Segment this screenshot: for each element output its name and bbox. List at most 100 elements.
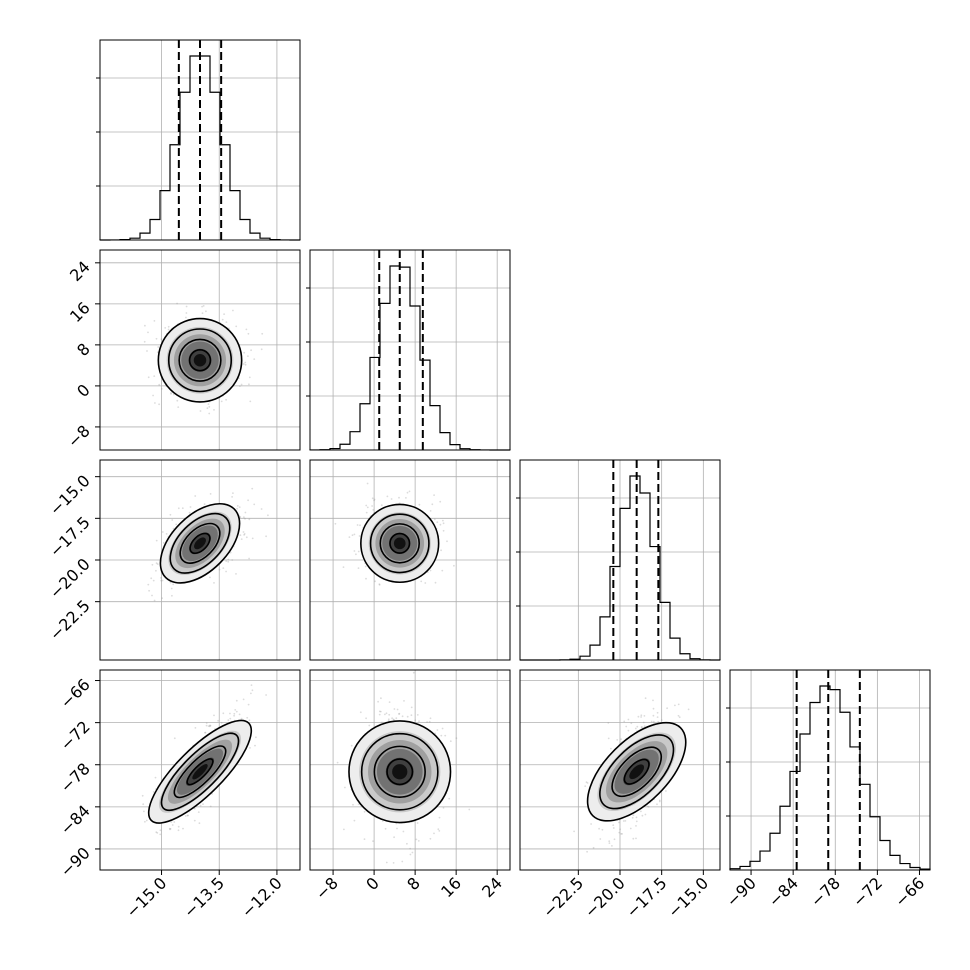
sample-point <box>620 738 622 741</box>
sample-point <box>244 511 247 514</box>
sample-point <box>640 716 642 718</box>
sample-point <box>156 832 159 834</box>
sample-point <box>153 375 156 377</box>
sample-point <box>396 827 398 830</box>
y-tick-label: −72 <box>57 717 94 754</box>
sample-point <box>424 582 427 584</box>
sample-point <box>640 810 642 813</box>
sample-point <box>171 594 173 597</box>
y-tick-label: −20.0 <box>46 554 94 602</box>
sample-point <box>171 824 174 826</box>
sample-point <box>250 684 253 686</box>
sample-point <box>613 838 616 841</box>
sample-point <box>184 815 187 817</box>
contour-level-4 <box>157 317 243 403</box>
sample-point <box>388 701 391 703</box>
sample-point <box>434 581 437 584</box>
panel-frame <box>309 249 511 451</box>
x-tick-label: −84 <box>765 873 802 910</box>
sample-point <box>229 717 232 720</box>
sample-point <box>612 827 615 829</box>
sample-point <box>585 781 588 784</box>
sample-point <box>161 579 164 582</box>
sample-point <box>161 597 164 600</box>
sample-point <box>152 791 155 793</box>
sample-point <box>245 328 248 331</box>
panel-content <box>310 670 510 870</box>
sample-point <box>618 831 621 834</box>
sample-point <box>145 819 148 822</box>
contour-level-3 <box>167 328 233 393</box>
sample-point <box>433 494 435 496</box>
sample-point <box>630 722 633 725</box>
sample-point <box>592 846 595 849</box>
contour-level-1 <box>189 532 211 555</box>
sample-point <box>378 713 381 716</box>
contour-level-3 <box>160 732 240 812</box>
sample-point <box>244 361 247 364</box>
x-axis-2: −8 0 8 16 24 <box>312 870 506 904</box>
sample-point <box>373 498 376 501</box>
sample-point <box>201 312 204 315</box>
sample-point <box>586 850 588 853</box>
sample-point <box>420 580 423 583</box>
panel-content <box>100 670 300 870</box>
sample-point <box>352 803 354 806</box>
sample-point <box>222 567 225 569</box>
density-band <box>392 764 408 780</box>
sample-point <box>236 507 239 510</box>
sample-point <box>213 409 215 411</box>
sample-point <box>170 392 172 395</box>
sample-point <box>353 819 356 822</box>
sample-point <box>414 719 417 722</box>
sample-point <box>185 312 188 314</box>
sample-point <box>213 714 215 717</box>
sample-point <box>641 814 644 817</box>
sample-point <box>244 363 247 366</box>
sample-point <box>441 569 444 572</box>
sample-point <box>144 324 146 327</box>
sample-point <box>177 406 180 408</box>
sample-point <box>365 717 367 720</box>
panel-frame <box>99 39 301 241</box>
sample-point <box>439 500 442 503</box>
sample-point <box>233 714 236 717</box>
sample-point <box>343 828 345 831</box>
sample-point <box>608 840 611 843</box>
panel-frame <box>99 249 301 451</box>
sample-point <box>247 703 250 706</box>
sample-point <box>185 316 187 319</box>
y-tick-label: −84 <box>57 801 94 838</box>
panel-frame <box>309 669 511 871</box>
sample-point <box>428 720 431 723</box>
sample-point <box>590 823 592 825</box>
sample-point <box>391 717 393 720</box>
sample-point <box>246 716 249 719</box>
sample-point <box>248 376 251 379</box>
sample-point <box>342 566 345 568</box>
sample-point <box>426 721 428 723</box>
sample-point <box>601 828 604 831</box>
sample-point <box>643 715 646 717</box>
sample-point <box>221 318 224 321</box>
sample-point <box>350 744 353 747</box>
sample-point <box>401 715 404 718</box>
sample-point <box>656 716 659 718</box>
sample-point <box>610 747 612 750</box>
sample-point <box>378 710 381 713</box>
sample-point <box>167 325 170 328</box>
sample-point <box>436 729 439 731</box>
sample-point <box>584 785 587 787</box>
sample-point <box>244 517 246 520</box>
sample-point <box>240 717 243 720</box>
sample-point <box>373 499 375 502</box>
sample-point <box>251 537 254 540</box>
sample-point <box>168 827 171 830</box>
contour-level-4 <box>360 503 440 584</box>
contour-level-1 <box>186 758 214 786</box>
sample-point <box>417 840 420 842</box>
sample-point <box>612 824 615 827</box>
sample-point <box>147 376 150 379</box>
contour-level-2 <box>379 523 420 564</box>
sample-point <box>158 403 161 406</box>
